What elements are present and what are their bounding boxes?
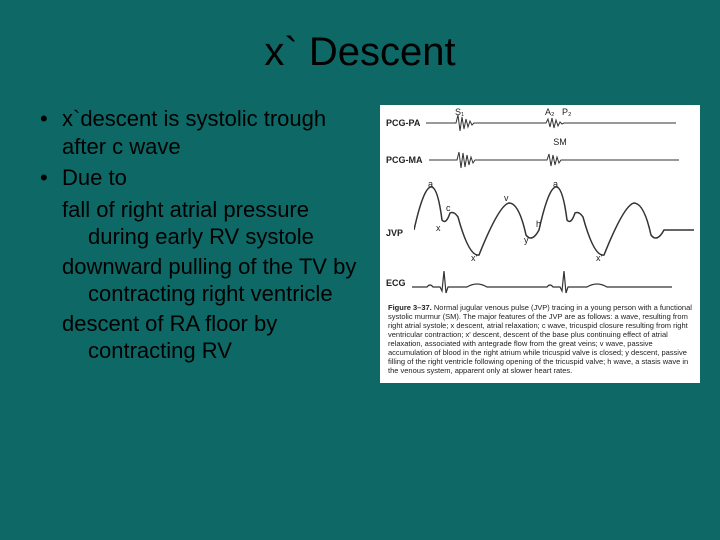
sm-label: SM bbox=[426, 137, 694, 147]
ecg-label: ECG bbox=[386, 278, 406, 288]
sub-bullet-1: fall of right atrial pressure during ear… bbox=[30, 196, 370, 251]
jvp-x: x bbox=[436, 223, 441, 233]
a2-label: A₂ bbox=[545, 107, 555, 117]
bullet-1: x`descent is systolic trough after c wav… bbox=[40, 105, 370, 160]
sub-bullet-3: descent of RA floor by contracting RV bbox=[30, 310, 370, 365]
p2-label: P₂ bbox=[562, 107, 572, 117]
caption-bold: Figure 3–37. bbox=[388, 303, 432, 312]
jvp-y: y bbox=[524, 235, 529, 245]
jvp-v: v bbox=[504, 193, 509, 203]
figure-caption: Figure 3–37. Normal jugular venous pulse… bbox=[386, 301, 694, 377]
jvp-label: JVP bbox=[386, 228, 403, 238]
pcg-ma-label: PCG-MA bbox=[386, 155, 423, 165]
jvp-xp: x' bbox=[471, 253, 477, 263]
pcg-ma-row: PCG-MA bbox=[386, 149, 694, 171]
slide-title: x` Descent bbox=[0, 0, 720, 95]
jvp-a2: a bbox=[553, 179, 558, 189]
pcg-ma-trace bbox=[429, 149, 679, 171]
jvp-row: JVP a c x x' v y h a x' bbox=[386, 175, 694, 265]
ecg-row: ECG bbox=[386, 269, 694, 297]
s1-label: S₁ bbox=[455, 107, 464, 117]
pcg-pa-label: PCG-PA bbox=[386, 118, 420, 128]
caption-text: Normal jugular venous pulse (JVP) tracin… bbox=[388, 303, 692, 375]
ecg-trace bbox=[412, 269, 672, 297]
bullet-2: Due to bbox=[40, 164, 370, 192]
jvp-a: a bbox=[428, 179, 433, 189]
jvp-h: h bbox=[536, 219, 541, 229]
bullet-list: x`descent is systolic trough after c wav… bbox=[40, 105, 370, 383]
sub-bullet-2: downward pulling of the TV by contractin… bbox=[30, 253, 370, 308]
jvp-xp2: x' bbox=[596, 253, 602, 263]
jvp-c: c bbox=[446, 203, 451, 213]
figure-panel: PCG-PA S₁ A₂ P₂ SM PCG-MA JVP a c x x' v bbox=[380, 105, 700, 383]
pcg-pa-row: PCG-PA bbox=[386, 111, 694, 135]
content-row: x`descent is systolic trough after c wav… bbox=[0, 95, 720, 383]
